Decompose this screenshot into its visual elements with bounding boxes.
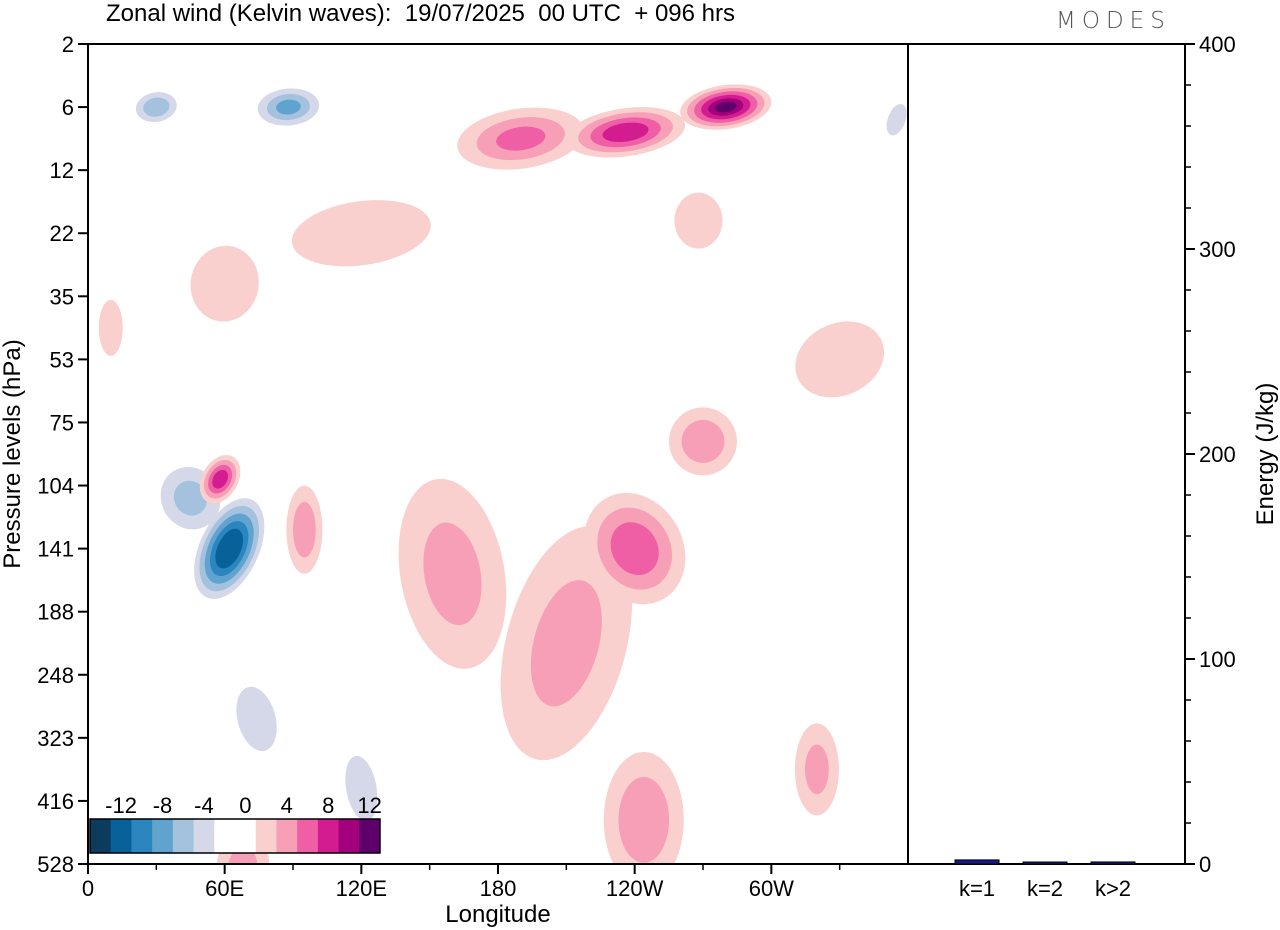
energy-axis-label: Energy (J/kg): [1252, 383, 1279, 526]
y-tick-label: 188: [37, 600, 74, 625]
colorbar-swatch: [90, 819, 112, 853]
colorbar-swatch: [338, 819, 360, 853]
contour-region: [795, 321, 885, 398]
colorbar-swatch: [317, 819, 340, 853]
contour-region: [212, 469, 228, 489]
contour-region: [773, 822, 860, 864]
colorbar-swatch: [152, 819, 174, 853]
contour-region: [215, 528, 244, 569]
y-tick-label: 75: [50, 410, 74, 435]
contour-region: [190, 245, 259, 322]
plot-background: [88, 44, 908, 864]
x-axis-label: Longitude: [445, 901, 550, 928]
colorbar-label: 0: [239, 793, 251, 818]
x-tick-label: 180: [480, 876, 517, 901]
contour-region: [496, 126, 546, 151]
colorbar-label: -4: [194, 793, 214, 818]
contour-region: [98, 299, 123, 356]
contour-region: [423, 522, 482, 626]
colorbar-label: 4: [281, 793, 293, 818]
colorbar-swatch: [214, 819, 236, 853]
y-tick-label: 248: [37, 663, 74, 688]
colorbar-swatch: [131, 819, 153, 853]
contour-region: [618, 776, 670, 863]
y-tick-label: 12: [50, 158, 74, 183]
x-tick-label: 60E: [205, 876, 244, 901]
y-tick-label: 323: [37, 726, 74, 751]
y-tick-label: 416: [37, 789, 74, 814]
contour-region: [530, 580, 602, 707]
contour-region: [293, 501, 316, 558]
energy-category-label: k=2: [1027, 876, 1063, 901]
colorbar-swatch: [276, 819, 298, 853]
y-tick-label: 22: [50, 221, 74, 246]
contour-region: [173, 480, 208, 516]
colorbar-frame: [89, 818, 381, 854]
energy-tick-label: 400: [1199, 32, 1236, 57]
contour-region: [834, 544, 891, 617]
colorbar-swatch: [359, 819, 381, 853]
x-tick-label: 0: [82, 876, 94, 901]
colorbar-label: -8: [153, 793, 173, 818]
modes-logo: MODES: [1056, 8, 1171, 34]
energy-category-label: k=1: [959, 876, 995, 901]
x-tick-label: 60W: [749, 876, 794, 901]
energy-tick-label: 100: [1199, 647, 1236, 672]
contour-region: [610, 522, 659, 576]
colorbar-swatch: [172, 819, 195, 853]
y-tick-label: 528: [37, 852, 74, 877]
contour-region: [236, 686, 277, 752]
colorbar-label: 12: [357, 793, 381, 818]
energy-category-label: k>2: [1095, 876, 1131, 901]
contour-region: [602, 122, 649, 143]
heatmap-layer: [88, 44, 908, 864]
y-tick-label: 35: [50, 284, 74, 309]
colorbar: -12 -8 -4 0 4 8 12: [89, 793, 382, 854]
energy-bars-layer: k=1 k=2 k>2: [954, 859, 1136, 901]
energy-bar-2: [1022, 861, 1068, 865]
contour-region: [729, 273, 814, 383]
colorbar-swatch: [193, 819, 215, 853]
chart-title: Zonal wind (Kelvin waves): 19/07/2025 00…: [106, 0, 735, 27]
y-axis-label: Pressure levels (hPa): [0, 339, 26, 568]
contour-region: [143, 97, 170, 117]
y-tick-label: 6: [62, 95, 74, 120]
colorbar-swatch: [110, 819, 132, 853]
contour-region: [681, 419, 725, 463]
contour-region: [368, 266, 437, 351]
energy-tick-label: 0: [1199, 852, 1211, 877]
x-tick-label: 120E: [336, 876, 387, 901]
contour-region: [276, 99, 301, 115]
contour-region: [345, 755, 378, 821]
y-tick-label: 141: [37, 537, 74, 562]
energy-bar-3: [1090, 861, 1136, 865]
colorbar-label: -12: [105, 793, 137, 818]
contour-region: [805, 744, 829, 795]
energy-tick-label: 300: [1199, 237, 1236, 262]
y-tick-label: 104: [37, 474, 74, 499]
x-tick-label: 120W: [606, 876, 664, 901]
colorbar-swatch: [255, 819, 277, 853]
colorbar-swatch: [297, 819, 319, 853]
y-tick-label: 2: [62, 32, 74, 57]
contour-region: [886, 103, 907, 136]
colorbar-label: 8: [322, 793, 334, 818]
colorbar-swatch: [235, 819, 257, 853]
contour-region: [114, 161, 163, 280]
energy-bar-1: [954, 859, 1000, 865]
energy-tick-label: 200: [1199, 442, 1236, 467]
y-tick-label: 53: [50, 347, 74, 372]
contour-region: [715, 101, 737, 113]
contour-region: [291, 200, 431, 267]
contour-region: [674, 192, 723, 249]
